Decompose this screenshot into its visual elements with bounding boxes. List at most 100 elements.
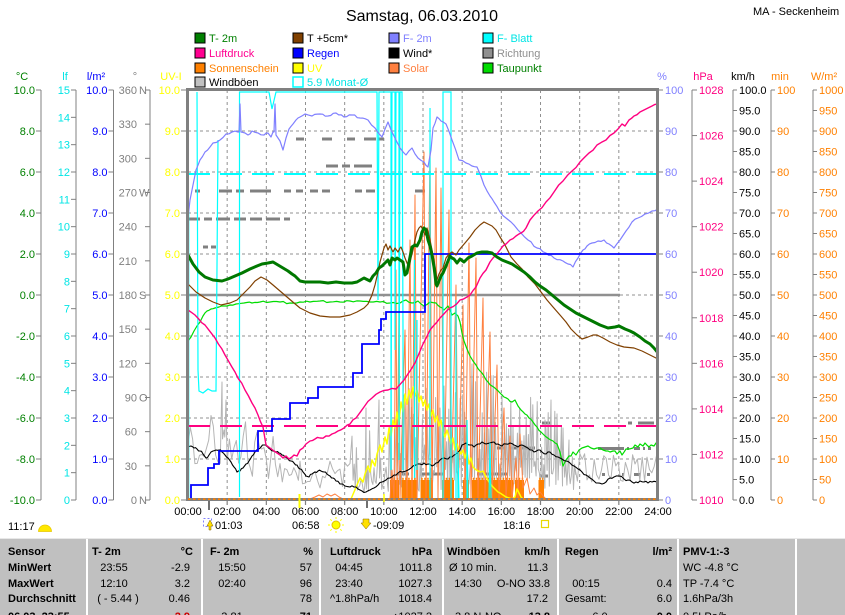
svg-text:6.0: 6.0	[592, 611, 607, 615]
svg-text:80.0: 80.0	[739, 167, 760, 179]
svg-text:50: 50	[665, 290, 677, 302]
svg-text:7: 7	[64, 304, 70, 316]
svg-text:6.0: 6.0	[92, 249, 107, 261]
svg-text:( - 5.44 ): ( - 5.44 )	[97, 593, 139, 605]
svg-text:T- 2m: T- 2m	[209, 33, 237, 45]
svg-text:T- 2m: T- 2m	[92, 546, 121, 558]
svg-text:23:40: 23:40	[335, 578, 363, 590]
svg-text:5.9 Monat-Ø: 5.9 Monat-Ø	[307, 77, 369, 89]
svg-text:25.0: 25.0	[739, 393, 760, 405]
svg-text:4: 4	[64, 386, 70, 398]
svg-text:900: 900	[819, 126, 837, 138]
svg-text:lf: lf	[62, 71, 68, 83]
svg-text:22:00: 22:00	[605, 506, 633, 518]
svg-text:Taupunkt: Taupunkt	[497, 63, 542, 75]
svg-text:0: 0	[819, 495, 825, 507]
svg-text:100: 100	[665, 85, 683, 97]
svg-text:WC -4.8 °C: WC -4.8 °C	[683, 562, 739, 574]
svg-text:Regen: Regen	[307, 48, 339, 60]
svg-text:4.0: 4.0	[165, 331, 180, 343]
svg-text:%: %	[657, 71, 667, 83]
svg-text:6.0: 6.0	[165, 249, 180, 261]
svg-text:11: 11	[59, 194, 70, 206]
svg-text:Luftdruck: Luftdruck	[209, 48, 255, 60]
svg-text:10: 10	[58, 222, 70, 234]
svg-text:330: 330	[119, 119, 137, 131]
svg-text:08:00: 08:00	[331, 506, 359, 518]
svg-text:3.0: 3.0	[165, 372, 180, 384]
svg-text:2: 2	[64, 440, 70, 452]
svg-text:550: 550	[819, 270, 837, 282]
svg-text:13: 13	[58, 140, 70, 152]
svg-text:UV: UV	[307, 63, 323, 75]
svg-text:%: %	[303, 546, 313, 558]
svg-text:-2.9: -2.9	[171, 562, 190, 574]
svg-text:0: 0	[665, 495, 671, 507]
svg-text:1026: 1026	[699, 131, 723, 143]
svg-text:180: 180	[119, 290, 137, 302]
svg-text:Windböen: Windböen	[209, 77, 259, 89]
svg-text:500: 500	[819, 290, 837, 302]
svg-text:MinWert: MinWert	[8, 562, 52, 574]
svg-text:-6.0: -6.0	[16, 413, 35, 425]
svg-text:-10.0: -10.0	[10, 495, 35, 507]
svg-text:0.4: 0.4	[657, 578, 672, 590]
svg-text:04:00: 04:00	[253, 506, 281, 518]
svg-text:1: 1	[64, 468, 70, 480]
svg-text:06.03. 23:55: 06.03. 23:55	[8, 611, 70, 615]
svg-text:7.0: 7.0	[92, 208, 107, 220]
svg-text:-8.0: -8.0	[16, 454, 35, 466]
svg-text:Regen: Regen	[565, 546, 599, 558]
svg-text:Wind*: Wind*	[403, 48, 433, 60]
svg-text:14: 14	[58, 112, 70, 124]
svg-text:16:00: 16:00	[488, 506, 516, 518]
svg-text:PMV-1:-3: PMV-1:-3	[683, 546, 729, 558]
svg-text:90: 90	[777, 126, 789, 138]
svg-text:70: 70	[777, 208, 789, 220]
svg-text:600: 600	[819, 249, 837, 261]
svg-text:2.0: 2.0	[165, 413, 180, 425]
svg-text:8: 8	[64, 276, 70, 288]
svg-text:Samstag, 06.03.2010: Samstag, 06.03.2010	[346, 8, 498, 25]
svg-text:hPa: hPa	[693, 71, 713, 83]
svg-text:1022: 1022	[699, 222, 723, 234]
svg-text:270: 270	[119, 188, 137, 200]
svg-text:00:15: 00:15	[572, 578, 600, 590]
svg-text:12: 12	[58, 167, 70, 179]
svg-text:210: 210	[119, 256, 137, 268]
svg-text:6: 6	[64, 331, 70, 343]
svg-text:50.0: 50.0	[739, 290, 760, 302]
svg-text:9.0: 9.0	[92, 126, 107, 138]
svg-text:50: 50	[819, 475, 831, 487]
svg-text:Richtung: Richtung	[497, 48, 540, 60]
svg-text:MA - Seckenheim: MA - Seckenheim	[753, 6, 839, 18]
svg-text:hPa: hPa	[412, 546, 433, 558]
svg-text:90: 90	[665, 126, 677, 138]
svg-text:40: 40	[665, 331, 677, 343]
svg-text:0: 0	[777, 495, 783, 507]
svg-text:Sensor: Sensor	[8, 546, 46, 558]
svg-text:5.0: 5.0	[165, 290, 180, 302]
svg-text:60: 60	[125, 427, 137, 439]
svg-text:00:00: 00:00	[174, 506, 202, 518]
svg-text:3: 3	[64, 413, 70, 425]
svg-text:300: 300	[119, 153, 137, 165]
svg-text:1011.8: 1011.8	[399, 562, 432, 574]
svg-text:15.0: 15.0	[739, 434, 760, 446]
svg-text:1.0: 1.0	[165, 454, 180, 466]
svg-text:1000: 1000	[819, 85, 843, 97]
svg-text:400: 400	[819, 331, 837, 343]
svg-text:18:00: 18:00	[527, 506, 555, 518]
svg-text:24:00: 24:00	[644, 506, 672, 518]
svg-text:75.0: 75.0	[739, 188, 760, 200]
svg-text:65.0: 65.0	[739, 229, 760, 241]
svg-text:F- 2m: F- 2m	[210, 546, 240, 558]
svg-text:240: 240	[119, 222, 137, 234]
svg-text:10.0: 10.0	[159, 85, 180, 97]
svg-text:-2.9: -2.9	[171, 611, 190, 615]
svg-text:650: 650	[819, 229, 837, 241]
svg-text:0: 0	[64, 495, 70, 507]
svg-text:30: 30	[665, 372, 677, 384]
svg-text:50: 50	[777, 290, 789, 302]
svg-text:850: 850	[819, 147, 837, 159]
